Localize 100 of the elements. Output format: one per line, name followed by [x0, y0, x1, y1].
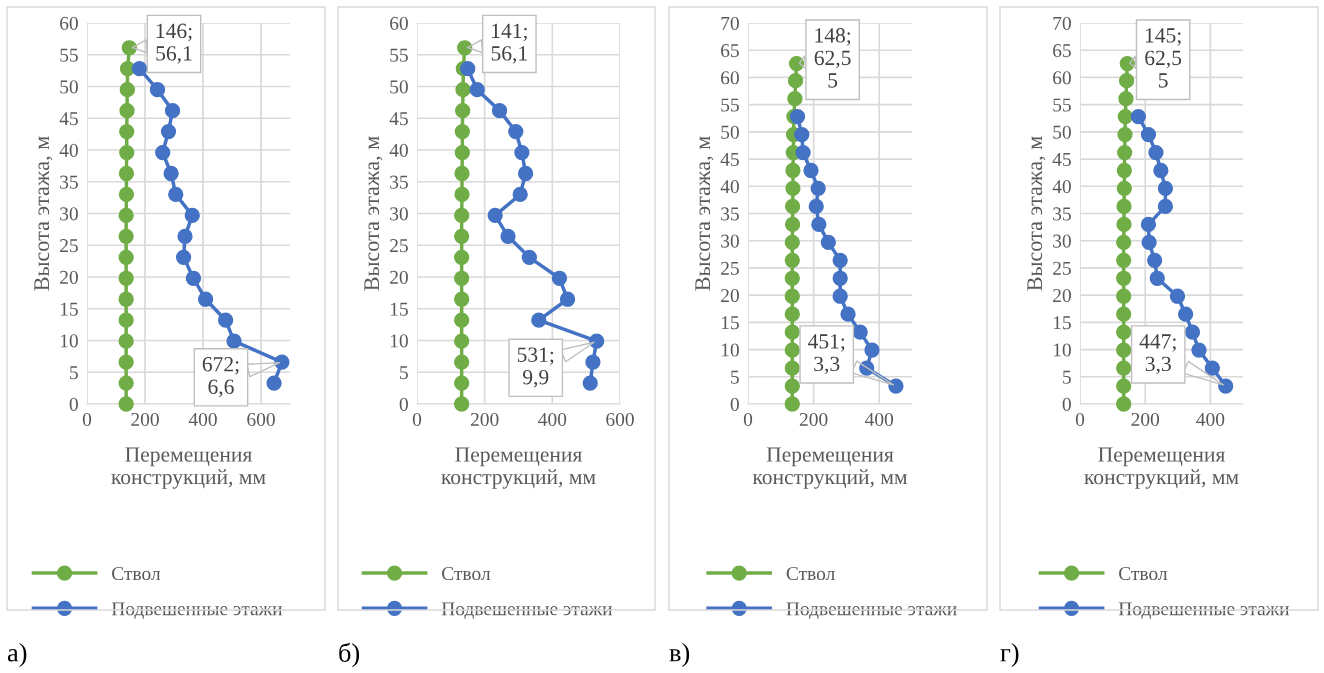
point	[589, 333, 605, 349]
point	[454, 333, 470, 349]
x-axis-title: Перемещения конструкций, мм	[441, 447, 596, 489]
point	[585, 354, 601, 370]
y-axis-title: Высота этажа, м	[364, 136, 383, 291]
y-tick-label: 45	[389, 112, 408, 126]
point	[500, 228, 516, 244]
point	[1116, 342, 1132, 358]
y-tick-label: 20	[60, 270, 78, 284]
point	[226, 333, 242, 349]
point	[168, 186, 184, 203]
point	[810, 180, 826, 197]
y-tick-label: 15	[1053, 316, 1071, 330]
x-tick-label: 0	[743, 412, 753, 427]
y-tick-label: 45	[59, 112, 78, 126]
point	[177, 228, 193, 244]
point	[454, 312, 470, 328]
x-axis-title: Перемещения конструкций, мм	[752, 447, 908, 489]
y-tick-label: 70	[721, 16, 739, 30]
point	[1116, 288, 1132, 304]
y-tick-label: 0	[399, 397, 408, 411]
y-tick-label: 45	[1052, 153, 1071, 167]
y-tick-label: 20	[390, 270, 408, 284]
point	[1119, 55, 1135, 72]
legend-label: Ствол	[786, 567, 835, 581]
point	[803, 162, 819, 179]
legend-label: Подвешенные этажи	[441, 602, 613, 619]
point	[1116, 360, 1132, 376]
y-tick-label: 30	[60, 207, 78, 221]
point	[454, 291, 470, 307]
point	[785, 180, 801, 197]
annotation: 451; 3,3	[808, 334, 845, 375]
annotation: 531; 9,9	[517, 347, 554, 388]
point	[118, 165, 135, 182]
point	[531, 312, 547, 328]
y-tick-label: 15	[60, 302, 78, 316]
legend-label: Ствол	[112, 567, 161, 581]
point	[1116, 306, 1132, 322]
point	[119, 82, 135, 98]
y-tick-label: 10	[1053, 343, 1071, 357]
point	[1116, 198, 1132, 215]
point	[160, 123, 177, 140]
y-tick-label: 0	[730, 397, 739, 411]
y-tick-label: 0	[1062, 397, 1071, 411]
text: в)	[669, 643, 690, 667]
point	[784, 234, 800, 250]
text: г)	[1000, 643, 1019, 667]
point	[175, 249, 192, 265]
legend-label: Подвешенные этажи	[111, 602, 283, 619]
y-tick-label: 65	[1053, 44, 1071, 58]
point	[784, 288, 800, 304]
point	[784, 324, 800, 340]
y-tick-label: 30	[1053, 234, 1071, 248]
point	[454, 165, 470, 182]
point	[454, 354, 470, 370]
y-tick-label: 5	[731, 370, 739, 384]
y-tick-label: 10	[60, 334, 78, 348]
y-tick-label: 60	[721, 71, 739, 85]
point	[785, 162, 801, 179]
point	[1116, 234, 1132, 250]
point	[1177, 306, 1194, 322]
point	[1116, 180, 1132, 197]
point	[787, 73, 804, 89]
point	[784, 198, 801, 215]
x-tick-label: 400	[188, 412, 217, 427]
y-tick-label: 10	[721, 343, 739, 357]
point	[131, 61, 148, 77]
point	[1116, 324, 1132, 340]
point	[197, 291, 214, 307]
point	[119, 144, 135, 161]
text: а)	[7, 643, 27, 667]
point	[118, 207, 134, 224]
point	[455, 82, 471, 98]
point	[119, 102, 135, 119]
point	[1218, 378, 1234, 394]
annotation: 141; 56,1	[491, 23, 527, 64]
point	[491, 102, 508, 119]
point	[163, 165, 179, 182]
point	[852, 324, 868, 340]
point	[1116, 162, 1132, 179]
x-tick-label: 200	[799, 412, 828, 427]
point	[551, 270, 568, 286]
y-tick-label: 60	[390, 16, 408, 30]
point	[521, 249, 537, 265]
y-tick-label: 55	[60, 48, 78, 62]
point	[1157, 180, 1174, 197]
point	[811, 216, 827, 233]
y-tick-label: 35	[390, 175, 408, 189]
point	[454, 207, 470, 224]
point	[454, 186, 470, 203]
point	[840, 306, 856, 322]
point	[808, 198, 824, 215]
point	[1116, 396, 1132, 412]
point	[1147, 252, 1163, 268]
annotation: 148; 62,5 5	[814, 28, 851, 88]
point	[784, 216, 801, 233]
point	[794, 126, 810, 143]
x-tick-label: 200	[131, 412, 159, 427]
point	[1117, 108, 1133, 125]
point	[864, 342, 880, 358]
